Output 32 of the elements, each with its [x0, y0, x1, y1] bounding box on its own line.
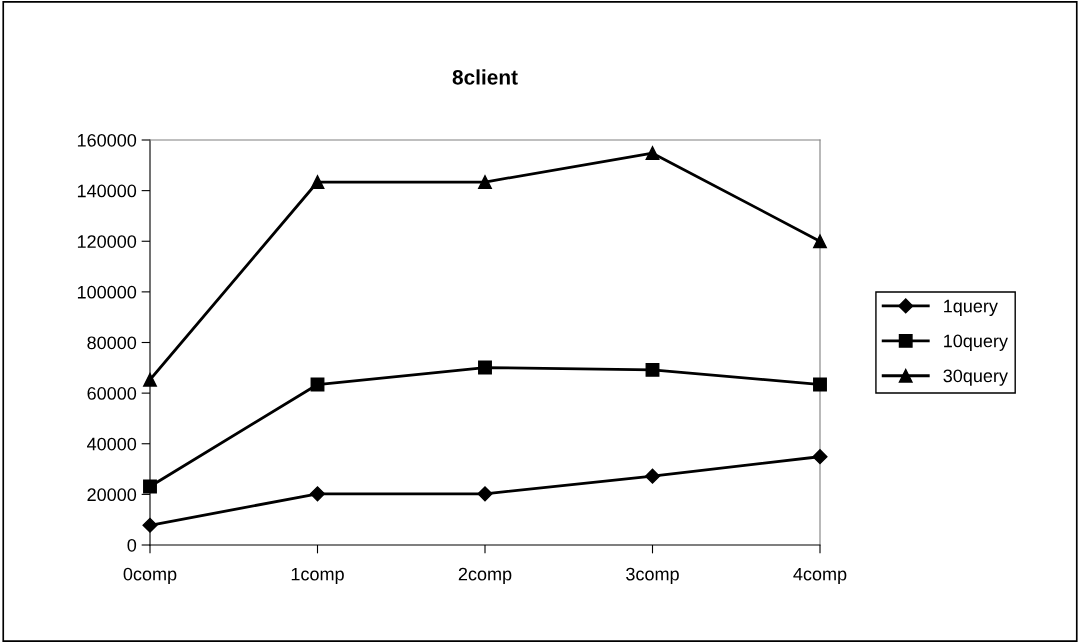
point	[645, 362, 660, 377]
point	[142, 517, 158, 533]
point	[310, 175, 325, 189]
y-tick-label: 60000	[87, 387, 137, 400]
y-tick-label: 100000	[77, 285, 137, 299]
x-tick-label: 3comp	[626, 567, 679, 585]
x-tick-label: 0comp	[123, 567, 177, 585]
y-tick-label: 0	[127, 538, 137, 552]
y-tick-label: 140000	[77, 184, 137, 198]
point	[477, 486, 493, 502]
y-tick-label: 40000	[87, 437, 137, 451]
point	[309, 486, 326, 502]
y-tick-label: 80000	[87, 336, 137, 350]
point	[143, 372, 157, 387]
legend-label: 1query	[944, 299, 998, 317]
point	[813, 234, 827, 249]
y-tick-label: 120000	[77, 235, 137, 248]
point	[478, 360, 492, 375]
legend-label: 30query	[943, 369, 1008, 386]
y-tick-label: 160000	[77, 133, 137, 147]
legend-label: 10query	[944, 334, 1008, 351]
x-tick-label: 1comp	[291, 567, 344, 585]
point	[644, 468, 661, 484]
chart-title: 8client	[452, 69, 518, 85]
y-tick-label: 20000	[87, 488, 137, 502]
point	[143, 479, 157, 494]
point	[812, 449, 828, 465]
x-tick-label: 2comp	[458, 567, 512, 585]
x-tick-label: 4comp	[793, 567, 847, 585]
point	[478, 175, 492, 189]
point	[645, 146, 660, 161]
point	[813, 377, 827, 392]
